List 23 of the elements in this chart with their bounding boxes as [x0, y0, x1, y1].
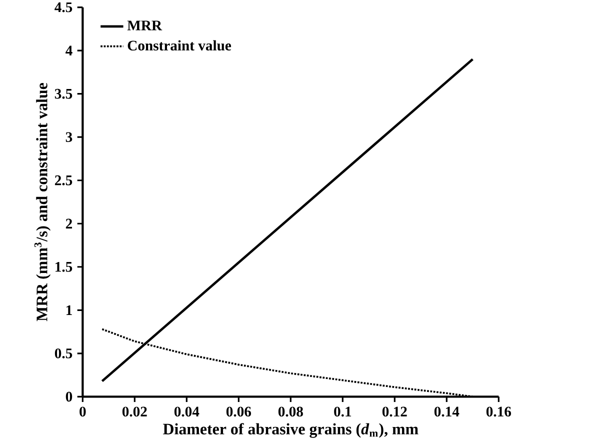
x-tick-label: 0 — [80, 406, 86, 417]
y-tick-label: 2.5 — [54, 175, 72, 186]
x-tick-label: 0.16 — [486, 406, 512, 417]
y-tick-label: 1 — [66, 305, 72, 315]
x-tick-label: 0.14 — [434, 406, 460, 417]
x-tick-label: 0.02 — [122, 406, 147, 417]
x-tick-label: 0.06 — [226, 406, 252, 417]
y-tick-label: 2 — [66, 218, 72, 228]
legend-label: Constraint value — [128, 40, 232, 51]
legend-label: MRR — [127, 20, 162, 30]
y-axis-title: MRR (mm$^{3}$/s) and constraint value — [34, 82, 51, 322]
x-tick-label: 0.12 — [382, 406, 407, 417]
y-tick-label: 1.5 — [56, 262, 72, 272]
x-tick-label: 0.08 — [278, 406, 303, 417]
x-tick-label: 0.1 — [334, 406, 352, 417]
x-tick-label: 0.04 — [174, 406, 200, 417]
y-tick-label: 3.5 — [54, 88, 72, 99]
x-axis-title: Diameter of abrasive grains (d$_{m}$), mm — [163, 423, 418, 438]
y-tick-label: 4 — [66, 46, 72, 56]
y-tick-label: 3 — [66, 132, 72, 142]
y-tick-label: 0.5 — [54, 348, 72, 358]
y-tick-label: 4.5 — [54, 2, 72, 12]
y-tick-label: 0 — [66, 392, 72, 402]
